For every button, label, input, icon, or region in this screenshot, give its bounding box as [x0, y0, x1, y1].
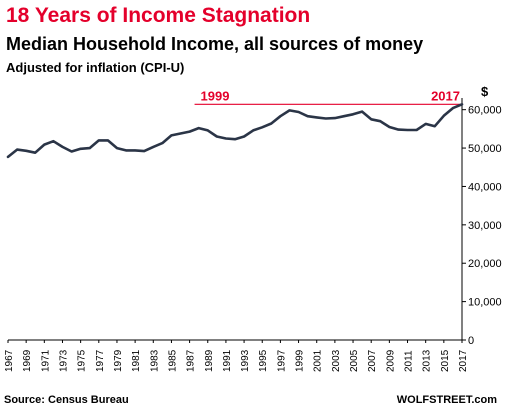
- y-tick-label: 0: [468, 335, 474, 347]
- x-tick-label: 2009: [385, 349, 396, 372]
- data-point: [379, 120, 382, 122]
- data-point: [125, 149, 127, 152]
- x-tick-label: 2011: [404, 350, 415, 372]
- credit-label: WOLFSTREET.com: [396, 394, 497, 406]
- data-point: [107, 139, 109, 142]
- source-note: Source: Census Bureau: [4, 394, 129, 406]
- data-point: [197, 127, 200, 129]
- data-point: [161, 142, 164, 144]
- reference-start-label: 1999: [201, 88, 230, 103]
- reference-end-label: 2017: [431, 88, 460, 103]
- data-point: [279, 115, 282, 117]
- x-tick-label: 1979: [113, 349, 124, 372]
- data-point: [134, 149, 136, 152]
- chart-note: Adjusted for inflation (CPI-U): [6, 60, 185, 75]
- x-tick-label: 1971: [40, 349, 51, 372]
- data-point: [207, 129, 209, 132]
- x-tick-label: 1991: [222, 349, 233, 372]
- x-tick-label: 2005: [349, 349, 360, 372]
- data-point: [225, 137, 227, 140]
- data-point: [52, 140, 55, 142]
- data-point: [252, 129, 254, 132]
- y-tick-label: 50,000: [468, 143, 502, 155]
- data-point: [234, 138, 236, 140]
- x-tick-label: 1967: [4, 349, 15, 372]
- data-point: [397, 128, 400, 131]
- data-point: [461, 103, 463, 106]
- data-point: [43, 143, 46, 146]
- x-tick-label: 2007: [367, 349, 378, 372]
- data-point: [424, 123, 427, 125]
- data-point: [170, 134, 173, 137]
- data-point: [388, 126, 391, 128]
- data-point: [34, 151, 36, 154]
- series-group: [6, 103, 464, 159]
- y-unit-label: $: [481, 84, 489, 99]
- data-point: [143, 150, 145, 152]
- x-tick-label: 1993: [240, 349, 251, 372]
- data-point: [306, 115, 309, 117]
- data-point: [179, 132, 182, 135]
- y-tick-label: 60,000: [468, 105, 502, 117]
- data-point: [297, 111, 300, 113]
- y-tick-label: 40,000: [468, 181, 502, 193]
- y-tick-label: 10,000: [468, 297, 502, 309]
- x-tick-label: 1999: [295, 349, 306, 372]
- x-tick-label: 2013: [422, 349, 433, 372]
- x-tick-label: 1989: [204, 349, 215, 372]
- data-point: [61, 146, 64, 148]
- data-point: [16, 148, 18, 151]
- data-point: [361, 110, 363, 113]
- x-tick-label: 1997: [276, 349, 287, 372]
- data-point: [243, 135, 245, 138]
- x-tick-label: 1995: [258, 349, 269, 372]
- data-point: [443, 115, 445, 117]
- chart-title: 18 Years of Income Stagnation: [6, 4, 311, 27]
- x-tick-label: 1973: [58, 349, 69, 372]
- data-point: [261, 126, 264, 129]
- data-point: [406, 129, 409, 131]
- data-point: [7, 156, 9, 158]
- income-series-line: [6, 103, 464, 159]
- x-tick-label: 1987: [186, 349, 197, 372]
- data-point: [88, 147, 91, 149]
- data-point: [216, 135, 218, 138]
- x-tick-label: 1977: [95, 349, 106, 372]
- data-point: [288, 109, 291, 112]
- chart-subtitle: Median Household Income, all sources of …: [6, 34, 424, 54]
- data-point: [188, 130, 191, 133]
- x-tick-label: 1983: [149, 349, 160, 372]
- data-point: [434, 125, 436, 127]
- data-point: [370, 118, 373, 121]
- x-tick-label: 1975: [77, 349, 88, 372]
- data-point: [152, 146, 155, 148]
- data-point: [334, 117, 336, 119]
- x-tick-label: 2017: [458, 349, 469, 372]
- axes: 0 10,000 20,000 30,000 40,000 50,000 60,000 $19…: [4, 84, 502, 372]
- data-point: [79, 148, 82, 150]
- data-point: [343, 115, 345, 117]
- x-tick-label: 1969: [22, 349, 33, 372]
- data-point: [315, 116, 318, 119]
- data-point: [25, 150, 28, 152]
- x-tick-label: 2015: [440, 349, 451, 372]
- x-tick-label: 1985: [167, 349, 178, 372]
- data-point: [98, 139, 100, 142]
- data-point: [270, 122, 273, 125]
- data-point: [116, 147, 118, 149]
- y-tick-label: 20,000: [468, 258, 502, 270]
- data-point: [352, 113, 354, 116]
- data-point: [415, 129, 418, 131]
- x-tick-label: 2003: [331, 349, 342, 372]
- data-point: [325, 117, 327, 120]
- data-point: [452, 107, 454, 109]
- x-tick-label: 2001: [313, 349, 324, 372]
- x-tick-label: 1981: [131, 349, 142, 372]
- data-point: [70, 150, 73, 153]
- reference-line-group: 1999 2017: [194, 88, 462, 105]
- y-tick-label: 30,000: [468, 220, 502, 232]
